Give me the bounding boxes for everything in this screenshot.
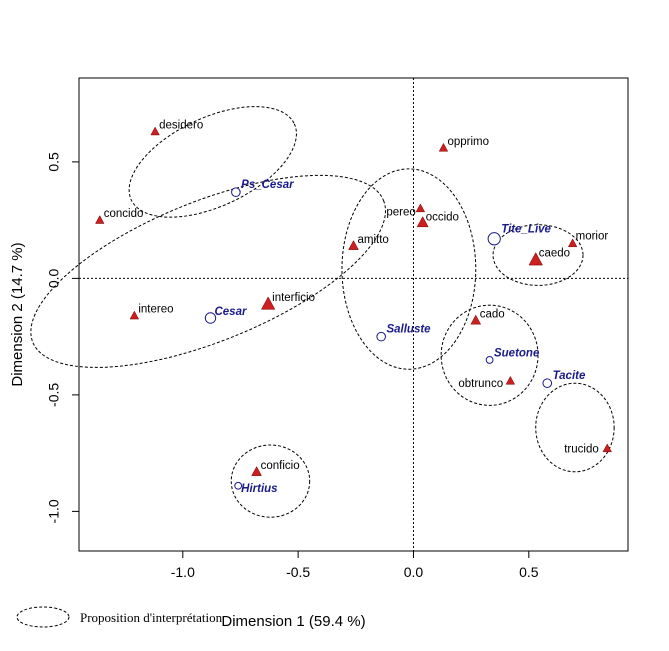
legend-label: Proposition d'interprétation: [80, 610, 223, 625]
word-label-amitto: amitto: [358, 234, 389, 246]
y-tick-label: -0.5: [46, 383, 62, 407]
word-label-pereo: pereo: [386, 206, 415, 218]
author-point-Tacite: [542, 378, 553, 389]
author-point-Tite_Live: [487, 232, 501, 246]
author-label-Ps_Cesar: Ps_Cesar: [241, 179, 294, 191]
author-label-Tacite: Tacite: [553, 370, 586, 382]
word-label-intereo: intereo: [138, 304, 173, 316]
word-label-desidero: desidero: [159, 120, 203, 132]
y-tick-label: -1.0: [46, 499, 62, 523]
author-label-Hirtius: Hirtius: [241, 483, 277, 495]
author-point-Ps_Cesar: [231, 187, 241, 197]
group-ellipse-3: [341, 168, 477, 370]
word-label-concido: concido: [104, 208, 144, 220]
group-ellipse-6: [535, 382, 615, 473]
author-label-Cesar: Cesar: [214, 306, 246, 318]
y-axis-title: Dimension 2 (14.7 %): [9, 242, 26, 386]
x-tick-label: -0.5: [286, 564, 310, 580]
word-point-cado: [470, 314, 482, 325]
word-point-amitto: [348, 240, 359, 250]
word-label-interficio: interficio: [272, 292, 315, 304]
y-tick-label: 0.0: [46, 268, 62, 288]
word-label-morior: morior: [576, 230, 609, 242]
author-point-Cesar: [204, 312, 217, 324]
y-tick-label: 0.5: [46, 152, 62, 172]
author-point-Hirtius: [234, 481, 243, 490]
word-point-obtrunco: [505, 375, 516, 385]
word-point-occido: [416, 216, 429, 228]
word-point-desidero: [150, 126, 160, 136]
x-axis-title: Dimension 1 (59.4 %): [221, 613, 365, 630]
point-labels: desidero opprimo concido pereo occido amitto m…: [104, 120, 609, 495]
plot-frame: [78, 77, 629, 552]
author-point-Salluste: [376, 331, 386, 342]
reference-lines: [79, 78, 628, 551]
group-ellipse-2: [30, 174, 386, 368]
author-label-Tite_Live: Tite_Live: [501, 224, 551, 236]
word-point-interficio: [260, 296, 276, 310]
interpretation-groups: [30, 106, 615, 518]
group-ellipse-5: [440, 304, 539, 406]
word-label-obtrunco: obtrunco: [458, 378, 503, 390]
word-label-cado: cado: [480, 308, 505, 320]
word-label-occido: occido: [426, 211, 459, 223]
legend-ellipse-icon: [16, 606, 70, 628]
axis-ticks: -1.0 -0.5 0.0 0.5 -1.0 -0.5 0.0 0.5: [46, 152, 539, 580]
group-ellipse-4: [492, 224, 584, 286]
data-points: [95, 126, 612, 490]
word-point-caedo: [528, 252, 543, 266]
word-point-opprimo: [438, 142, 449, 152]
word-point-conficio: [251, 466, 262, 476]
word-point-trucido: [602, 443, 612, 453]
word-label-opprimo: opprimo: [447, 136, 489, 148]
author-label-Suetone: Suetone: [494, 348, 540, 360]
group-ellipse-7: [230, 444, 311, 518]
word-point-morior: [567, 238, 578, 248]
x-tick-label: -1.0: [171, 564, 195, 580]
legend: Proposition d'interprétation: [16, 606, 223, 628]
x-tick-label: 0.0: [404, 564, 424, 580]
word-point-intereo: [129, 310, 140, 320]
x-tick-label: 0.5: [519, 564, 539, 580]
word-point-pereo: [415, 203, 426, 213]
word-label-caedo: caedo: [539, 248, 570, 260]
author-label-Salluste: Salluste: [386, 323, 431, 335]
author-point-Suetone: [485, 356, 494, 364]
word-label-trucido: trucido: [564, 443, 599, 455]
word-label-conficio: conficio: [261, 460, 300, 472]
word-point-concido: [95, 215, 105, 224]
group-ellipse-1: [128, 106, 297, 218]
